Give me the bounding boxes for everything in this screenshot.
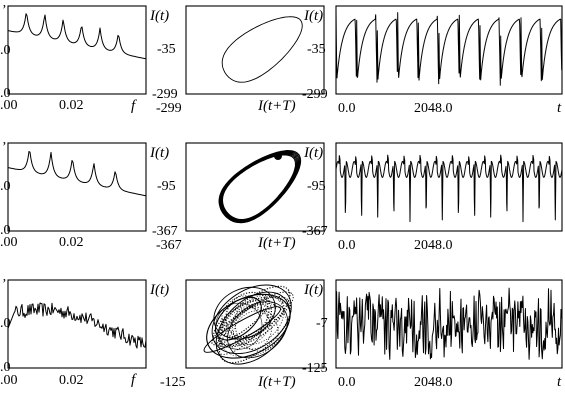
timeseries-1-xtick-0: 0.0: [338, 101, 356, 116]
portrait-3-orbit: [221, 295, 268, 341]
spectrum-3-xtick-0: .00: [0, 373, 18, 388]
portrait-3-orbit: [203, 306, 282, 353]
portrait-2-frame: [185, 142, 325, 232]
spectrum-2-xtick-0: .00: [0, 235, 18, 250]
portrait-3-orbit: [218, 291, 294, 345]
spectrum-3-trace: [7, 302, 147, 349]
spectrum-3-ytick-mid: .0: [0, 316, 11, 331]
timeseries-2-xtick-0: 0.0: [338, 238, 356, 253]
timeseries-1-ytick-bot: -299: [302, 87, 328, 102]
spectrum-1-ytick-bot: .0: [0, 86, 11, 101]
timeseries-2-xtick-1: 2048.0: [414, 238, 453, 253]
portrait-2-xlabel: I(t+T): [257, 235, 296, 251]
timeseries-3-xlabel: t: [557, 374, 562, 390]
spectrum-2-ytick-top: ʼ: [2, 140, 7, 155]
spectrum-3-ytick-bot: .0: [0, 360, 11, 375]
portrait-3-xlabel: I(t+T): [257, 374, 296, 390]
timeseries-3-trace: [335, 287, 563, 360]
portrait-3-orbit: [212, 296, 285, 348]
portrait-2-xtick-0: -367: [156, 238, 182, 253]
timeseries-2-trace: [335, 154, 563, 223]
portrait-3-orbit: [206, 293, 291, 359]
row-2: ʼ .0 .0 .00 0.02 I(t) -95 -367 -367 I(t+…: [0, 140, 563, 253]
portrait-1-ylabel: I(t): [149, 8, 169, 24]
portrait-3-ylabel: I(t): [149, 282, 169, 298]
portrait-2-ytick-top: -95: [157, 179, 176, 194]
spectrum-2-trace: [7, 151, 147, 197]
spectrum-1-xtick-1: 0.02: [59, 98, 84, 113]
timeseries-1-ytick-top: -35: [307, 42, 326, 57]
portrait-3-attractor: [203, 284, 294, 365]
portrait-2-ylabel: I(t): [149, 145, 169, 161]
spectrum-2-frame: [7, 142, 147, 232]
portrait-2-attractor: [218, 150, 302, 224]
spectrum-1-ytick-mid: .0: [0, 43, 11, 58]
spectrum-3-ytick-top: ʼ: [2, 277, 7, 292]
portrait-2-knot: [274, 152, 282, 160]
row-1: ʼ .0 .0 .00 0.02 f I(t) -35 -299 -299 I(…: [0, 3, 563, 116]
portrait-3-orbit: [225, 291, 272, 339]
spectrum-1-frame: [7, 5, 147, 95]
portrait-3-orbit: [213, 286, 276, 340]
portrait-3-orbit: [219, 302, 287, 358]
timeseries-3-xtick-1: 2048.0: [414, 375, 453, 390]
timeseries-2-ytick-bot: -367: [302, 224, 328, 239]
portrait-1-xtick-0: -299: [156, 101, 182, 116]
timeseries-1-xlabel: t: [557, 100, 562, 116]
spectrum-1-xlabel: f: [131, 98, 137, 114]
portrait-3-orbit: [235, 306, 279, 352]
timeseries-3-xtick-0: 0.0: [338, 375, 356, 390]
spectrum-3-frame: [7, 279, 147, 369]
portrait-3-orbit: [211, 284, 292, 355]
portrait-3-frame: [185, 279, 325, 369]
portrait-1-ytick-bot: -299: [152, 87, 178, 102]
spectrum-2-ytick-bot: .0: [0, 223, 11, 238]
spectrum-3-xtick-1: 0.02: [59, 373, 84, 388]
timeseries-3-ylabel: I(t): [303, 282, 323, 298]
spectrum-1-xtick-0: .00: [0, 98, 18, 113]
row-3: ʼ .0 .0 .00 0.02 f I(t) -125 I(t+T) I(t)…: [0, 277, 563, 390]
spectrum-2-xtick-1: 0.02: [59, 235, 84, 250]
portrait-1-ytick-top: -35: [157, 42, 176, 57]
timeseries-2-ytick-top: -95: [307, 179, 326, 194]
timeseries-3-ytick-bot: -125: [302, 361, 328, 376]
timeseries-1-ylabel: I(t): [303, 8, 323, 24]
timeseries-3-ytick-top: -7: [316, 316, 328, 331]
spectrum-1-trace: [7, 13, 147, 60]
timeseries-1-trace: [335, 9, 563, 86]
portrait-2-ytick-bot: -367: [152, 224, 178, 239]
spectrum-1-ytick-top: ʼ: [2, 3, 7, 18]
portrait-3-orbit: [232, 295, 284, 345]
timeseries-1-xtick-1: 2048.0: [414, 101, 453, 116]
spectrum-2-ytick-mid: .0: [0, 179, 11, 194]
portrait-3-orbit: [215, 291, 291, 365]
portrait-3-orbit: [211, 301, 269, 346]
portrait-3-orbit: [217, 285, 291, 347]
portrait-1-xlabel: I(t+T): [257, 98, 296, 114]
portrait-3-xtick-0: -125: [160, 375, 186, 390]
timeseries-1-frame: [335, 5, 563, 95]
timeseries-3-frame: [335, 279, 563, 369]
portrait-1-frame: [185, 5, 325, 95]
portrait-1-attractor: [221, 16, 303, 83]
timeseries-2-frame: [335, 142, 563, 232]
timeseries-2-ylabel: I(t): [303, 145, 323, 161]
spectrum-3-xlabel: f: [131, 372, 137, 388]
